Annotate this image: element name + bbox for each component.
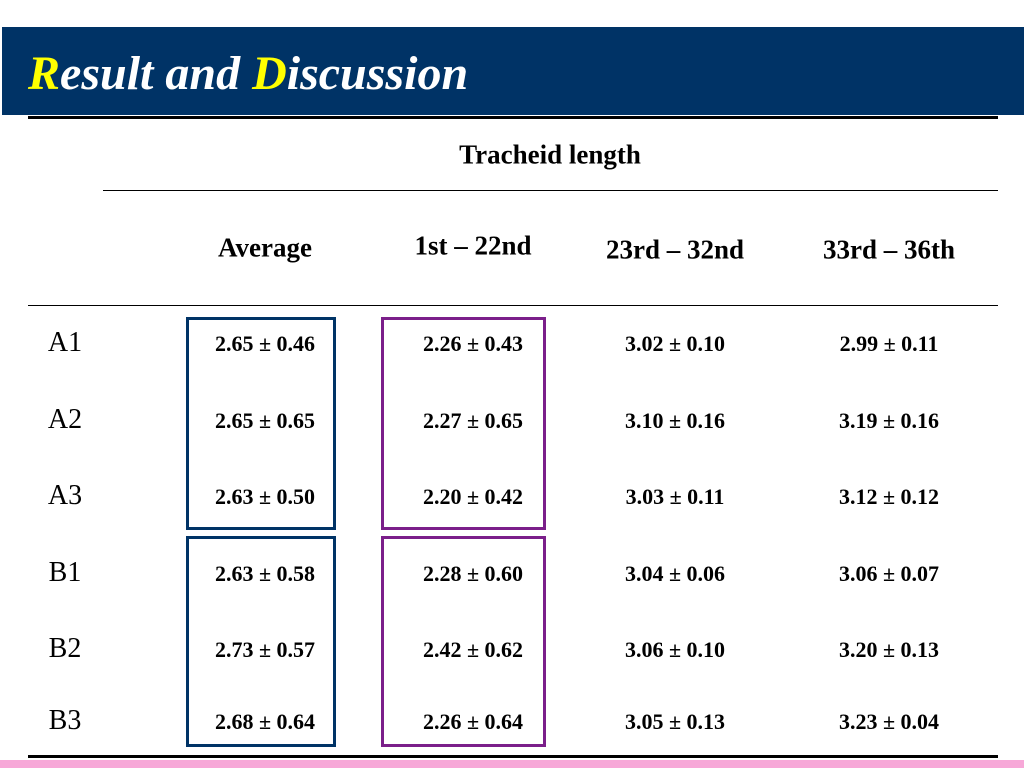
table-cell: 2.63 ± 0.58	[214, 561, 316, 586]
title-segment: esult and	[60, 47, 253, 100]
group-rule	[103, 190, 998, 191]
table-cell: 3.05 ± 0.13	[624, 709, 726, 734]
header-bar	[2, 27, 1024, 115]
highlight-box	[186, 536, 336, 747]
group-header: Tracheid length	[459, 139, 641, 170]
table-cell: 2.20 ± 0.42	[422, 484, 524, 509]
table-cell: 2.28 ± 0.60	[422, 561, 524, 586]
table-cell: 2.63 ± 0.50	[214, 484, 316, 509]
table-cell: 3.02 ± 0.10	[624, 331, 726, 356]
slide-title: Result and Discussion	[28, 44, 468, 104]
highlight-box	[186, 317, 336, 530]
row-label: B2	[48, 633, 82, 664]
table-cell: 2.42 ± 0.62	[422, 637, 524, 662]
table-cell: 3.23 ± 0.04	[838, 709, 940, 734]
footer-bar	[0, 760, 1024, 768]
table-cell: 2.65 ± 0.65	[214, 408, 316, 433]
table-cell: 3.20 ± 0.13	[838, 637, 940, 662]
row-label: A1	[47, 327, 83, 358]
table-cell: 2.73 ± 0.57	[214, 637, 316, 662]
column-header: 1st – 22nd	[414, 230, 532, 261]
column-header: Average	[218, 232, 312, 263]
table-cell: 2.99 ± 0.11	[839, 331, 939, 356]
table-cell: 3.04 ± 0.06	[624, 561, 726, 586]
bottom-rule	[28, 755, 998, 758]
table-cell: 3.19 ± 0.16	[838, 408, 940, 433]
table-cell: 2.26 ± 0.64	[422, 709, 524, 734]
row-label: A3	[47, 480, 83, 511]
table-cell: 2.68 ± 0.64	[214, 709, 316, 734]
table-cell: 3.06 ± 0.07	[838, 561, 940, 586]
header-rule	[28, 305, 998, 306]
row-label: A2	[47, 404, 83, 435]
highlight-box	[381, 317, 546, 530]
title-segment: iscussion	[286, 47, 469, 100]
row-label: B1	[48, 557, 82, 588]
table-cell: 3.10 ± 0.16	[624, 408, 726, 433]
table-cell: 2.65 ± 0.46	[214, 331, 316, 356]
title-segment: D	[252, 47, 287, 100]
row-label: B3	[48, 705, 82, 736]
column-header: 23rd – 32nd	[605, 234, 745, 265]
table-cell: 3.12 ± 0.12	[838, 484, 940, 509]
table-cell: 2.27 ± 0.65	[422, 408, 524, 433]
top-rule	[28, 116, 998, 119]
highlight-box	[381, 536, 546, 747]
table-cell: 3.03 ± 0.11	[625, 484, 725, 509]
table-cell: 3.06 ± 0.10	[624, 637, 726, 662]
title-segment: R	[28, 47, 61, 100]
table-cell: 2.26 ± 0.43	[422, 331, 524, 356]
column-header: 33rd – 36th	[822, 234, 956, 265]
